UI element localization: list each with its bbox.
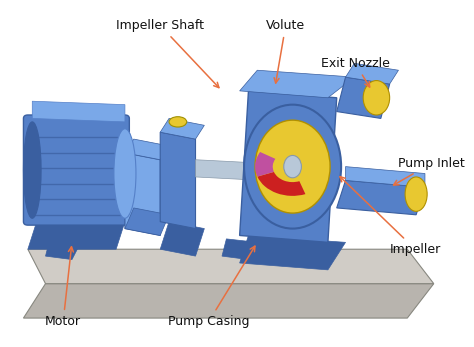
Text: Motor: Motor	[45, 247, 81, 328]
Ellipse shape	[114, 129, 136, 218]
Wedge shape	[257, 172, 305, 196]
Ellipse shape	[284, 155, 301, 178]
Polygon shape	[28, 222, 125, 249]
Polygon shape	[292, 239, 328, 260]
Ellipse shape	[363, 81, 390, 115]
Polygon shape	[160, 222, 204, 256]
Polygon shape	[28, 249, 434, 283]
Text: Pump Casing: Pump Casing	[168, 246, 255, 328]
Text: Impeller Shaft: Impeller Shaft	[116, 19, 219, 88]
Ellipse shape	[405, 177, 427, 211]
FancyBboxPatch shape	[23, 115, 129, 225]
Polygon shape	[32, 101, 125, 122]
Polygon shape	[337, 180, 425, 215]
Text: Volute: Volute	[266, 19, 305, 83]
Polygon shape	[240, 236, 346, 270]
Polygon shape	[46, 239, 81, 260]
Text: Pump Inlet: Pump Inlet	[393, 157, 465, 185]
Polygon shape	[160, 132, 195, 229]
Polygon shape	[222, 239, 257, 260]
Polygon shape	[337, 77, 390, 118]
Polygon shape	[346, 167, 425, 187]
Text: Impeller: Impeller	[340, 177, 441, 256]
Text: Exit Nozzle: Exit Nozzle	[321, 57, 390, 87]
Ellipse shape	[255, 120, 330, 213]
Ellipse shape	[244, 105, 341, 229]
Polygon shape	[125, 139, 169, 160]
Polygon shape	[125, 153, 160, 236]
Polygon shape	[240, 91, 337, 242]
Polygon shape	[346, 64, 399, 84]
Ellipse shape	[169, 117, 187, 127]
Ellipse shape	[23, 122, 41, 218]
Polygon shape	[195, 160, 328, 184]
Polygon shape	[23, 283, 434, 318]
Polygon shape	[160, 118, 204, 139]
Polygon shape	[240, 70, 355, 98]
Wedge shape	[255, 152, 275, 177]
Polygon shape	[125, 208, 169, 236]
